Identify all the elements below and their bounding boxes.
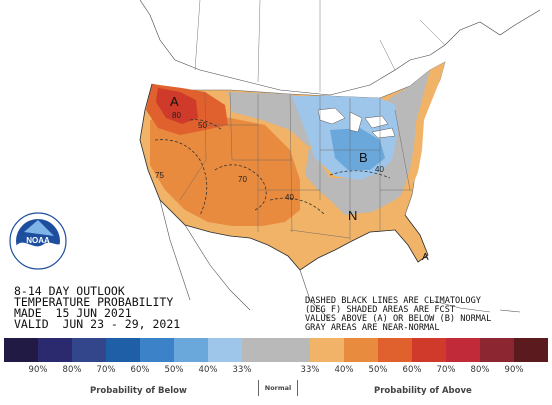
contour-75: 75 bbox=[155, 171, 164, 180]
contour-80: 80 bbox=[172, 111, 181, 120]
label-n-southeast: N bbox=[348, 208, 357, 223]
legend-swatch bbox=[514, 338, 548, 362]
legend-tick-label: 40% bbox=[334, 365, 354, 375]
probability-above-label: Probability of Above bbox=[374, 386, 472, 396]
note-line: GRAY AREAS ARE NEAR-NORMAL bbox=[305, 323, 440, 333]
note-line: DASHED BLACK LINES ARE CLIMATOLOGY bbox=[305, 296, 481, 306]
legend-swatch bbox=[38, 338, 72, 362]
label-a-florida: A bbox=[422, 252, 429, 263]
legend-tick-label: 50% bbox=[368, 365, 388, 375]
legend-tick-label: 90% bbox=[504, 365, 524, 375]
legend-swatch bbox=[378, 338, 412, 362]
lightorange-eastcoast bbox=[396, 62, 445, 214]
legend-swatch bbox=[412, 338, 446, 362]
legend-tick-label: 70% bbox=[96, 365, 116, 375]
contour-50: 50 bbox=[198, 121, 207, 130]
blue-40pct bbox=[330, 128, 385, 170]
legend-tick-label: 80% bbox=[470, 365, 490, 375]
title-line: MADE 15 JUN 2021 bbox=[14, 306, 132, 320]
gray-near-normal bbox=[228, 62, 445, 215]
normal-label: Normal bbox=[258, 380, 298, 396]
legend-tick-label: 50% bbox=[164, 365, 184, 375]
climatology-dashed-lines bbox=[154, 119, 391, 216]
label-b-midwest: B bbox=[359, 150, 368, 165]
legend-tick-label: 33% bbox=[300, 365, 320, 375]
legend-tick-label: 60% bbox=[402, 365, 422, 375]
label-a-northwest: A bbox=[170, 94, 179, 109]
cuba-caribbean bbox=[429, 299, 521, 313]
legend-tick-label: 60% bbox=[130, 365, 150, 375]
contour-40: 40 bbox=[285, 193, 294, 202]
noaa-logo-text: NOAA bbox=[26, 236, 50, 245]
contour-70: 70 bbox=[238, 175, 247, 184]
canada-lines bbox=[194, 0, 446, 92]
legend-tick-label: 70% bbox=[436, 365, 456, 375]
legend-swatch bbox=[4, 338, 38, 362]
legend-swatch bbox=[276, 338, 310, 362]
legend-tick-labels: 90% 80% 70% 60% 50% 40% 33% 33% 40% 50% 60% 70% 80% 9… bbox=[4, 365, 548, 377]
outlook-map: A B N A 80 50 75 70 40 40 NOAA bbox=[9, 0, 541, 321]
state-boundaries bbox=[179, 91, 412, 240]
legend-tick-label: 33% bbox=[232, 365, 252, 375]
probability-below-label: Probability of Below bbox=[90, 386, 187, 396]
contour-40b: 40 bbox=[375, 165, 384, 174]
orange-50pct bbox=[150, 112, 300, 226]
climatology-note: DASHED BLACK LINES ARE CLIMATOLOGY (DEG … bbox=[305, 297, 491, 333]
title-line: 8-14 DAY OUTLOOK bbox=[14, 284, 125, 298]
note-line: VALUES ABOVE (A) OR BELOW (B) NORMAL bbox=[305, 314, 492, 324]
legend-swatch bbox=[72, 338, 106, 362]
legend-swatch bbox=[208, 338, 242, 362]
legend-tick-label: 90% bbox=[28, 365, 48, 375]
legend-tick-label: 80% bbox=[62, 365, 82, 375]
legend-swatch bbox=[344, 338, 378, 362]
great-lakes bbox=[317, 107, 396, 139]
note-line: (DEG F) SHADED AREAS ARE FCST bbox=[305, 305, 456, 315]
legend-swatch bbox=[140, 338, 174, 362]
legend-tick-label bbox=[259, 365, 293, 377]
us-outline bbox=[139, 83, 429, 271]
legend-swatch bbox=[446, 338, 480, 362]
baja-mexico bbox=[159, 199, 331, 321]
legend-color-bar bbox=[4, 338, 548, 362]
legend-swatch bbox=[106, 338, 140, 362]
legend-tick-label: 40% bbox=[198, 365, 218, 375]
legend-swatch bbox=[242, 338, 276, 362]
outlook-title-block: 8-14 DAY OUTLOOK TEMPERATURE PROBABILITY… bbox=[14, 284, 181, 331]
canada-outline bbox=[139, 0, 541, 96]
title-line: VALID JUN 23 - 29, 2021 bbox=[14, 317, 181, 331]
title-line: TEMPERATURE PROBABILITY bbox=[14, 295, 174, 309]
legend-swatch bbox=[174, 338, 208, 362]
legend-swatch bbox=[480, 338, 514, 362]
noaa-logo: NOAA bbox=[9, 212, 67, 270]
red-70pct bbox=[156, 88, 198, 124]
legend-swatch bbox=[310, 338, 344, 362]
